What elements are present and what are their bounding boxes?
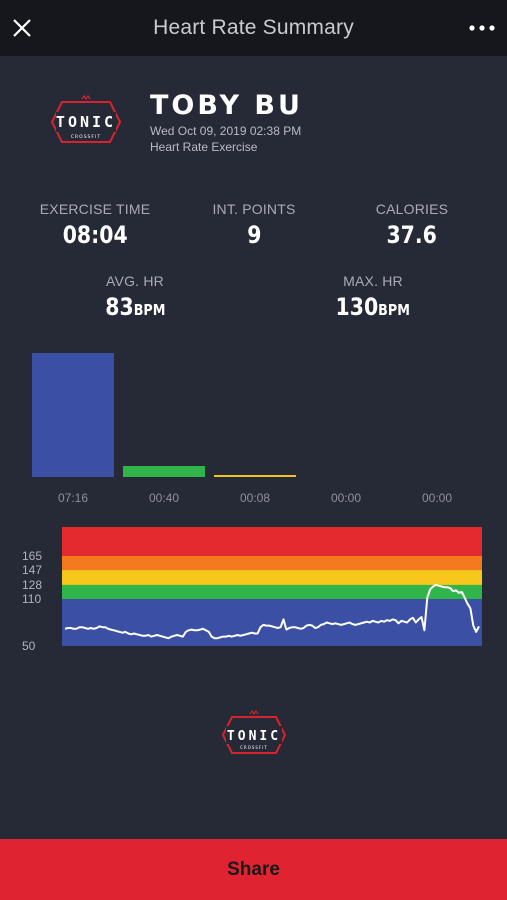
- svg-text:TONIC: TONIC: [56, 113, 116, 131]
- zone-bar-label: 00:00: [330, 491, 362, 505]
- max-hr-value-wrap: 130BPM: [336, 293, 410, 321]
- page-title: Heart Rate Summary: [153, 16, 354, 39]
- share-button[interactable]: Share: [0, 839, 507, 900]
- zone-bar-1: [32, 353, 114, 477]
- heart-rate-chart: 165 147 128 110 50: [0, 520, 507, 660]
- share-button-label: Share: [227, 858, 280, 880]
- profile-header: TONIC CROSSFIT TOBY BU Wed Oct 09, 2019 …: [0, 56, 507, 186]
- zone-time-chart: 07:16 00:40 00:08 00:00 00:00: [22, 345, 482, 505]
- zone-bar-label: 00:40: [148, 491, 180, 505]
- int-points-label: INT. POINTS: [212, 201, 296, 217]
- svg-text:CROSSFIT: CROSSFIT: [240, 745, 268, 750]
- exercise-time-label: EXERCISE TIME: [39, 201, 151, 217]
- hr-zone-band-3: [62, 570, 482, 585]
- zone-bar-label: 00:08: [239, 491, 271, 505]
- int-points-value: 9: [246, 221, 262, 249]
- avg-hr-value-wrap: 83BPM: [105, 293, 165, 321]
- more-options-button[interactable]: [465, 14, 499, 42]
- calories-value: 37.6: [386, 221, 438, 249]
- zone-bar-label: 07:16: [57, 491, 89, 505]
- y-tick-label: 110: [22, 592, 41, 606]
- max-hr-value: 130: [335, 293, 379, 321]
- y-tick-label: 128: [22, 578, 42, 592]
- avg-hr-value: 83: [104, 293, 134, 321]
- hr-zone-band-2: [62, 584, 482, 600]
- hr-zone-band-5: [62, 527, 482, 556]
- avg-hr-stat: AVG. HR 83BPM: [65, 273, 205, 321]
- y-tick-label: 50: [22, 639, 36, 653]
- hr-zone-band-1: [62, 599, 482, 646]
- workout-type: Heart Rate Exercise: [150, 140, 258, 154]
- more-dots-icon: [469, 25, 495, 31]
- close-button[interactable]: [8, 14, 36, 42]
- hr-line: [64, 583, 480, 640]
- svg-text:TONIC: TONIC: [227, 729, 281, 744]
- session-date: Wed Oct 09, 2019 02:38 PM: [150, 124, 302, 138]
- int-points-stat: INT. POINTS 9: [184, 201, 324, 249]
- zone-bar-3: [214, 475, 296, 477]
- calories-stat: CALORIES 37.6: [342, 201, 482, 249]
- max-hr-unit: BPM: [378, 301, 411, 319]
- avg-hr-unit: BPM: [133, 301, 166, 319]
- max-hr-stat: MAX. HR 130BPM: [303, 273, 443, 321]
- exercise-time-stat: EXERCISE TIME 08:04: [25, 201, 165, 249]
- svg-text:CROSSFIT: CROSSFIT: [71, 134, 101, 140]
- max-hr-label: MAX. HR: [343, 273, 403, 289]
- athlete-name: TOBY BU: [150, 90, 303, 121]
- zone-bar-label: 00:00: [421, 491, 453, 505]
- close-icon: [13, 19, 31, 37]
- y-tick-label: 165: [22, 549, 42, 563]
- tonic-crossfit-logo: TONIC CROSSFIT: [46, 94, 126, 150]
- zone-bar-2: [123, 466, 205, 477]
- exercise-time-value: 08:04: [62, 221, 128, 249]
- hr-zone-band-4: [62, 555, 482, 571]
- avg-hr-label: AVG. HR: [106, 273, 164, 289]
- tonic-crossfit-footer-logo: TONIC CROSSFIT: [218, 710, 290, 760]
- top-bar: Heart Rate Summary: [0, 0, 507, 56]
- calories-label: CALORIES: [375, 201, 449, 217]
- y-tick-label: 147: [22, 563, 42, 577]
